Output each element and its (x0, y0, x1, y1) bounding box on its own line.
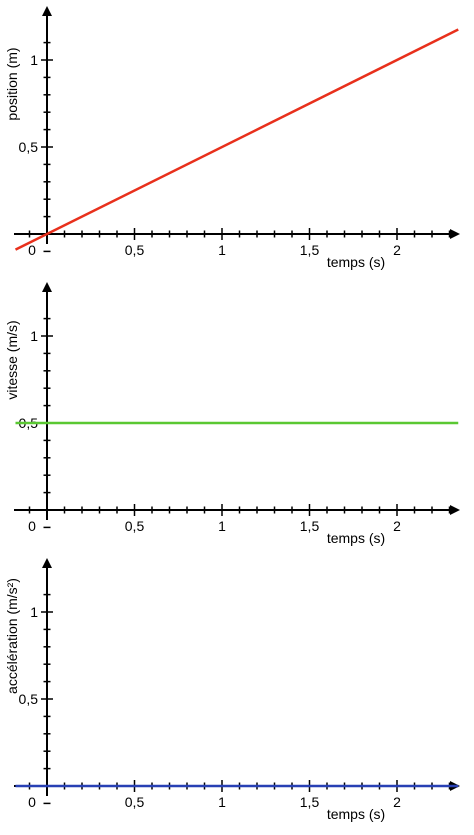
y-axis-title: position (m) (4, 47, 20, 120)
origin-label: 0 (28, 518, 36, 534)
x-tick-label: 1,5 (300, 794, 320, 810)
x-axis-title: temps (s) (327, 806, 385, 822)
y-tick-label: 1 (30, 328, 38, 344)
x-axis-arrow (450, 505, 460, 515)
y-axis-arrow (42, 282, 52, 292)
x-tick-label: 1 (218, 518, 226, 534)
x-tick-label: 2 (393, 242, 401, 258)
y-tick-label: 0,5 (19, 139, 39, 155)
series-line-1 (14, 28, 459, 251)
y-axis-arrow (42, 6, 52, 16)
y-axis-title: vitesse (m/s) (4, 320, 20, 399)
chart-panel-3: 0,5 1 1,5 2 0 0,5 1 temps (s) accélération (m/s²… (4, 558, 460, 822)
x-tick-label: 0,5 (125, 518, 145, 534)
x-axis-title: temps (s) (327, 530, 385, 546)
x-axis-arrow (450, 229, 460, 239)
x-tick-label: 2 (393, 794, 401, 810)
origin-label: 0 (28, 242, 36, 258)
x-axis-title: temps (s) (327, 254, 385, 270)
x-tick-label: 0,5 (125, 242, 145, 258)
x-tick-label: 1,5 (300, 242, 320, 258)
y-axis-title: accélération (m/s²) (4, 578, 20, 694)
x-tick-label: 2 (393, 518, 401, 534)
origin-label: 0 (28, 794, 36, 810)
x-tick-label: 0,5 (125, 794, 145, 810)
y-tick-label: 1 (30, 604, 38, 620)
y-tick-label: 0,5 (19, 691, 39, 707)
y-axis-arrow (42, 558, 52, 568)
x-tick-label: 1 (218, 242, 226, 258)
chart-panel-1: 0,5 1 1,5 2 0 0,5 1 temps (s) position (m) (4, 6, 460, 270)
x-tick-label: 1,5 (300, 518, 320, 534)
x-tick-label: 1 (218, 794, 226, 810)
y-tick-label: 1 (30, 52, 38, 68)
